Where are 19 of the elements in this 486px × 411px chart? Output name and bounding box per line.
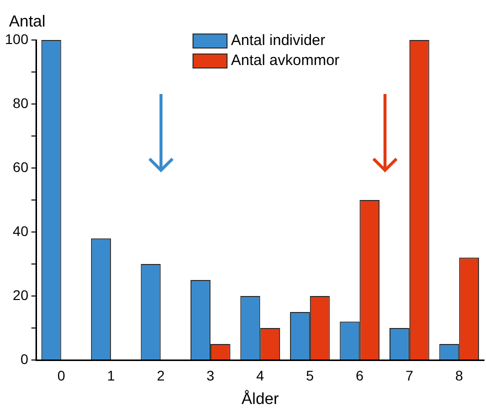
legend-label: Antal individer — [231, 32, 326, 50]
x-tick-label: 4 — [256, 367, 264, 384]
y-tick-label: 100 — [5, 30, 29, 47]
x-tick-label: 2 — [156, 367, 165, 384]
y-tick-label: 20 — [12, 286, 29, 303]
y-tick-label: 40 — [12, 222, 29, 239]
x-tick-label: 7 — [405, 367, 414, 384]
x-tick-label: 6 — [356, 367, 364, 384]
y-tick-label: 0 — [20, 350, 29, 367]
x-tick-label: 1 — [107, 367, 116, 384]
x-tick-label: 8 — [455, 367, 464, 384]
x-axis-title: Ålder — [242, 390, 280, 408]
x-tick-label: 3 — [206, 367, 215, 384]
x-tick-label: 0 — [57, 367, 66, 384]
y-tick-label: 80 — [12, 94, 29, 111]
y-tick-label: 60 — [12, 158, 29, 175]
legend-label: Antal avkommor — [231, 52, 340, 70]
y-axis-title: Antal — [9, 13, 46, 30]
x-tick-label: 5 — [306, 367, 314, 384]
